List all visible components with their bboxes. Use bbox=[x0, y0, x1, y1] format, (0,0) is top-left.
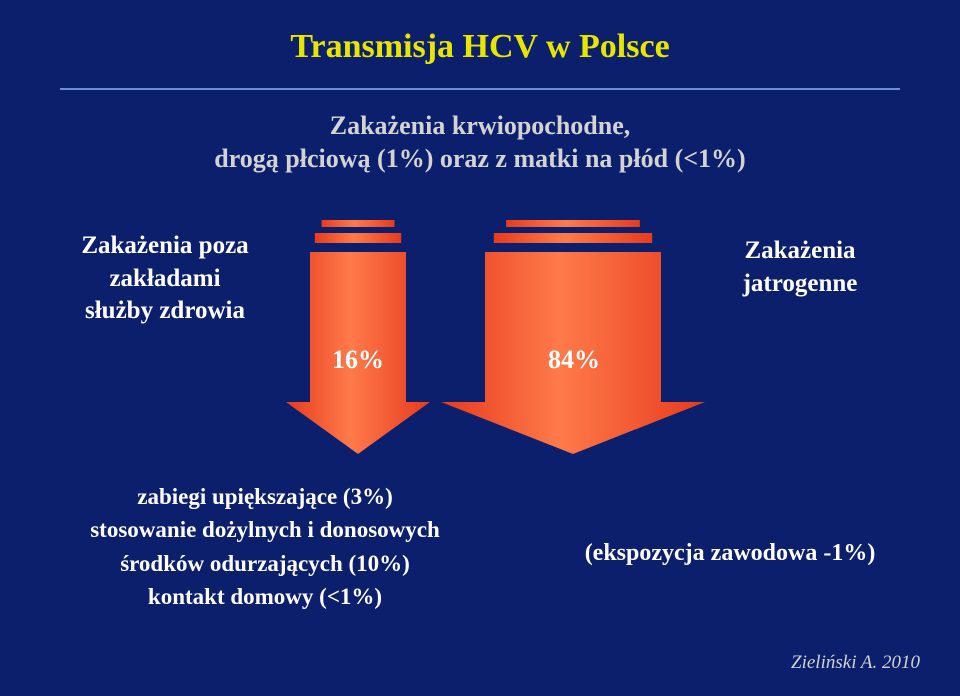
right-label-line-2: jatrogenne bbox=[720, 268, 880, 301]
left-category-label: Zakażenia poza zakładami służby zdrowia bbox=[60, 230, 270, 328]
bottom-right-label: (ekspozycja zawodowa -1%) bbox=[560, 540, 900, 567]
bottom-left-line-4: kontakt domowy (<1%) bbox=[80, 580, 450, 613]
right-category-label: Zakażenia jatrogenne bbox=[720, 235, 880, 300]
right-label-line-1: Zakażenia bbox=[720, 235, 880, 268]
title-underline bbox=[60, 88, 900, 90]
right-arrow bbox=[441, 220, 705, 454]
slide-title: Transmisja HCV w Polsce bbox=[0, 28, 960, 66]
slide: Transmisja HCV w Polsce Zakażenia krwiop… bbox=[0, 0, 960, 696]
subtitle: Zakażenia krwiopochodne, drogą płciową (… bbox=[0, 110, 960, 175]
bottom-left-line-1: zabiegi upiększające (3%) bbox=[80, 480, 450, 513]
left-label-line-3: służby zdrowia bbox=[60, 295, 270, 328]
left-label-line-1: Zakażenia poza bbox=[60, 230, 270, 263]
citation: Zieliński A. 2010 bbox=[791, 652, 920, 674]
left-label-line-2: zakładami bbox=[60, 263, 270, 296]
subtitle-line-2: drogą płciową (1%) oraz z matki na płód … bbox=[0, 143, 960, 176]
left-arrow bbox=[286, 220, 430, 454]
bottom-left-line-2: stosowanie dożylnych i donosowych bbox=[80, 513, 450, 546]
left-arrow-percent: 16% bbox=[332, 345, 384, 375]
bottom-left-line-3: środków odurzających (10%) bbox=[80, 547, 450, 580]
bottom-left-list: zabiegi upiększające (3%) stosowanie doż… bbox=[80, 480, 450, 613]
right-arrow-percent: 84% bbox=[548, 345, 600, 375]
subtitle-line-1: Zakażenia krwiopochodne, bbox=[0, 110, 960, 143]
